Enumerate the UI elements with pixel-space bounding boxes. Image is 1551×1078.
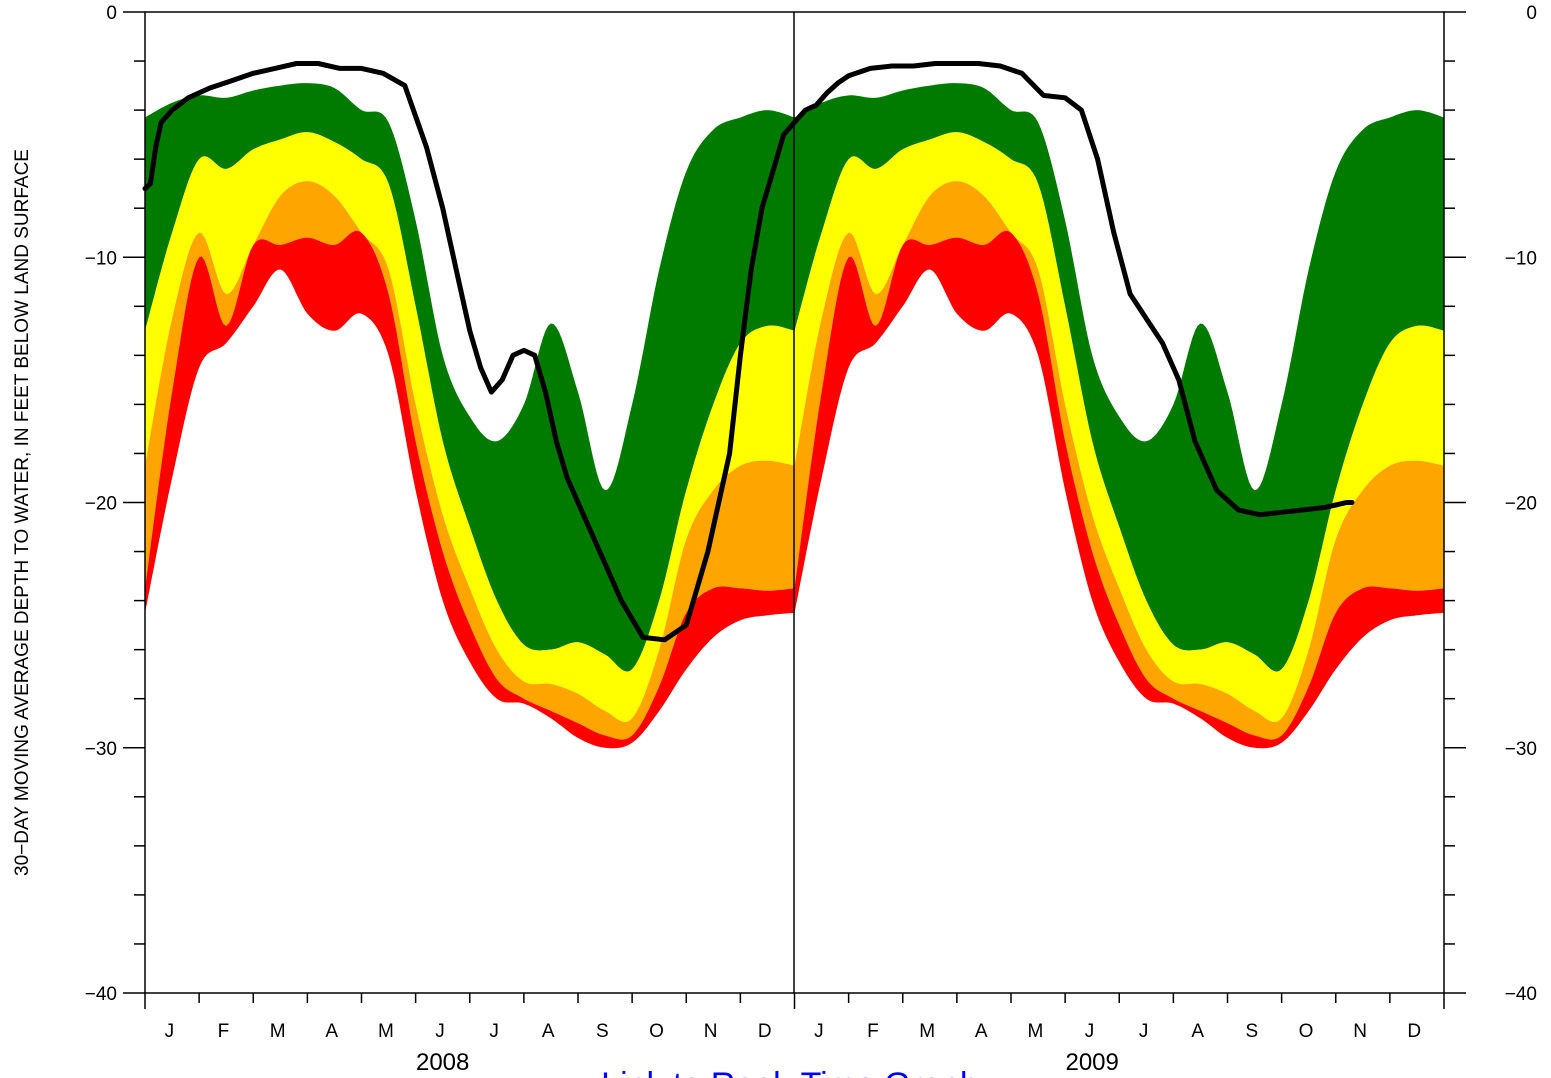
band-red-1 (145, 230, 795, 749)
month-label: A (1191, 1021, 1204, 1042)
y-tick-label-left: 0 (106, 3, 117, 24)
month-label: M (919, 1021, 935, 1042)
month-label: O (649, 1021, 664, 1042)
month-label: S (1246, 1021, 1259, 1042)
year-label: 2009 (1065, 1049, 1118, 1076)
band-red-2 (794, 230, 1444, 749)
month-label: M (378, 1021, 394, 1042)
band-yellow-2 (794, 132, 1444, 722)
month-label: S (596, 1021, 609, 1042)
month-label: M (1027, 1021, 1043, 1042)
month-label: N (1353, 1021, 1367, 1042)
month-label: J (165, 1021, 175, 1042)
y-tick-label-left: −30 (85, 739, 117, 760)
y-axis-label: 30−DAY MOVING AVERAGE DEPTH TO WATER, IN… (12, 149, 33, 876)
month-label: F (867, 1021, 879, 1042)
month-label: J (814, 1021, 824, 1042)
band-green-2 (794, 83, 1444, 672)
band-green-1 (145, 83, 795, 672)
month-label: A (542, 1021, 555, 1042)
y-tick-label-left: −20 (85, 494, 117, 515)
month-label: D (758, 1021, 772, 1042)
axis-labels: 0 0 −10 −10 −20 −20 −30 −30 −40 −40 J F M A M J J A S O N D J F… (85, 3, 1537, 1076)
month-label: M (270, 1021, 286, 1042)
axes (123, 11, 1466, 1009)
month-label: N (704, 1021, 718, 1042)
month-label: J (1085, 1021, 1095, 1042)
band-yellow-1 (145, 132, 795, 722)
y-tick-label-right: −10 (1505, 248, 1537, 269)
y-tick-label-left: −40 (85, 984, 117, 1005)
real-time-graph-link[interactable]: Link to Real−Time Graph (601, 1066, 979, 1078)
depth-line-layer (142, 61, 1355, 643)
month-label: O (1299, 1021, 1314, 1042)
y-tick-label-right: −30 (1505, 739, 1537, 760)
y-tick-label-right: −20 (1505, 494, 1537, 515)
month-label: F (218, 1021, 230, 1042)
depth-to-water-line (142, 61, 1355, 643)
month-label: A (325, 1021, 338, 1042)
month-label: J (489, 1021, 499, 1042)
month-label: A (975, 1021, 988, 1042)
month-label: J (435, 1021, 445, 1042)
month-label: D (1407, 1021, 1421, 1042)
year-label: 2008 (416, 1049, 469, 1076)
month-label: J (1139, 1021, 1149, 1042)
percentile-bands (145, 83, 1444, 749)
y-tick-label-right: −40 (1505, 984, 1537, 1005)
y-tick-label-left: −10 (85, 248, 117, 269)
y-tick-label-right: 0 (1526, 3, 1537, 24)
